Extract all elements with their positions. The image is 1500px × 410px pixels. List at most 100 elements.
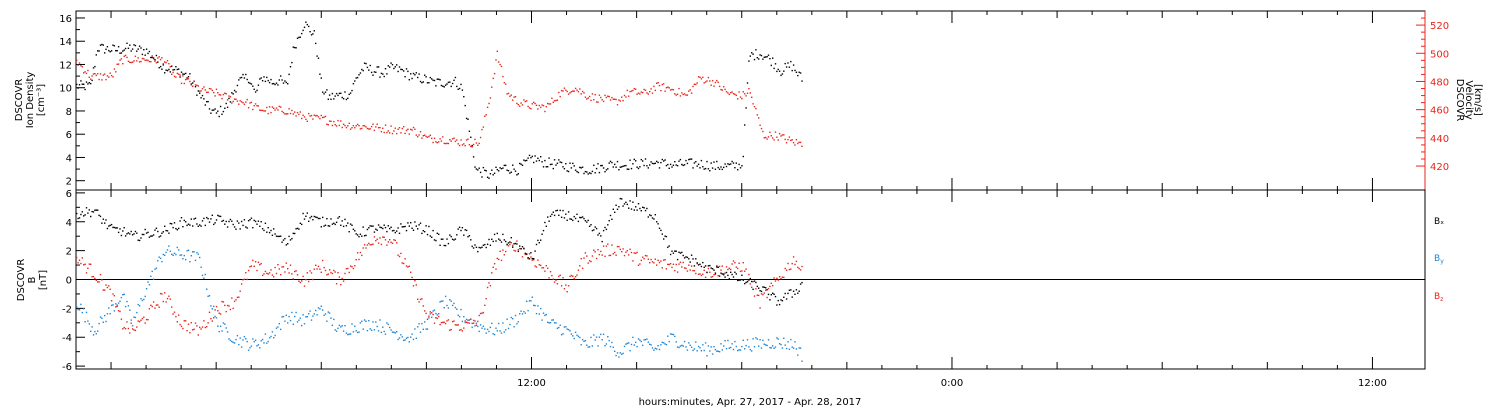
by-point (140, 298, 142, 300)
velocity-point (196, 84, 198, 86)
bx-point (207, 218, 209, 220)
by-point (162, 253, 164, 256)
by-point (155, 267, 158, 269)
bz-point (442, 321, 444, 324)
ion-density-point (724, 163, 726, 165)
ion-density-point (407, 70, 409, 73)
velocity-point (615, 98, 617, 101)
ion-density-point (697, 163, 700, 165)
bz-point (493, 263, 496, 265)
ion-density-point (773, 67, 775, 70)
velocity-point (653, 85, 655, 88)
ion-density-point (226, 106, 229, 108)
bx-point (400, 223, 402, 225)
by-point (639, 339, 641, 341)
ion-density-point (428, 82, 430, 84)
bx-point (273, 228, 275, 230)
bx-point (387, 225, 389, 227)
bz-point (141, 317, 144, 320)
by-point (463, 316, 465, 318)
bx-point (337, 217, 339, 219)
by-point (609, 345, 612, 348)
by-point (389, 326, 391, 329)
bz-point (347, 267, 349, 270)
by-point (398, 337, 401, 339)
by-point (527, 309, 529, 312)
bx-point (685, 256, 687, 258)
velocity-tick-label: 480 (1430, 77, 1449, 88)
velocity-point (306, 120, 308, 122)
bx-point (335, 221, 338, 223)
bz-point (791, 262, 793, 265)
by-point (562, 333, 564, 335)
bx-point (210, 218, 212, 220)
velocity-point (201, 88, 204, 90)
bz-point (574, 276, 577, 278)
bx-point (456, 234, 458, 236)
bz-point (143, 316, 145, 318)
ion-density-point (192, 82, 194, 84)
bx-point (407, 222, 409, 224)
by-point (342, 330, 345, 332)
by-point (306, 316, 308, 318)
bx-point (576, 213, 578, 215)
by-point (88, 323, 90, 325)
bz-point (101, 279, 103, 281)
by-point (80, 303, 82, 306)
ion-density-point (465, 117, 468, 120)
bx-point (76, 212, 78, 215)
velocity-point (433, 137, 436, 139)
ion-density-point (351, 89, 353, 92)
bx-point (380, 226, 383, 229)
by-point (489, 326, 492, 329)
bz-point (774, 280, 777, 282)
velocity-point (213, 91, 215, 94)
bz-point (732, 260, 735, 262)
by-point (324, 313, 327, 315)
by-point (477, 325, 479, 328)
bx-point (787, 292, 789, 295)
ion-density-point (207, 100, 209, 103)
by-point (597, 345, 599, 347)
bx-point (192, 225, 194, 227)
bx-point (157, 230, 159, 233)
bz-point (115, 306, 117, 308)
bx-point (629, 200, 631, 202)
bx-point (622, 205, 624, 207)
velocity-point (349, 128, 352, 130)
bz-point (97, 281, 99, 283)
ion-density-point (424, 74, 426, 76)
bx-point (185, 221, 187, 223)
by-point (732, 348, 735, 351)
velocity-point (124, 54, 127, 57)
bz-point (322, 259, 324, 262)
bz-point (614, 251, 616, 254)
bx-point (355, 233, 357, 235)
ion-density-point (783, 70, 785, 72)
bx-point (573, 215, 575, 218)
ion-density-point (105, 48, 107, 50)
bz-point (491, 272, 493, 274)
ion-density-point (586, 171, 588, 173)
velocity-point (221, 97, 223, 100)
velocity-point (342, 123, 345, 125)
ion-density-point (615, 166, 617, 168)
ion-density-point (737, 169, 739, 171)
ion-density-point (122, 50, 124, 52)
bx-point (123, 227, 125, 229)
bx-point (574, 217, 577, 220)
ion-density-point (741, 165, 743, 167)
ion-density-point (583, 172, 585, 175)
ion-density-point (109, 51, 111, 53)
bx-point (587, 219, 589, 222)
by-point (397, 338, 399, 341)
bx-point (703, 266, 705, 268)
bx-point (405, 229, 408, 232)
ion-density-point (221, 113, 223, 115)
velocity-point (607, 95, 609, 97)
velocity-point (348, 122, 350, 124)
by-point (696, 350, 698, 352)
bx-point (565, 213, 567, 215)
by-point (619, 352, 621, 354)
bx-point (615, 204, 617, 206)
